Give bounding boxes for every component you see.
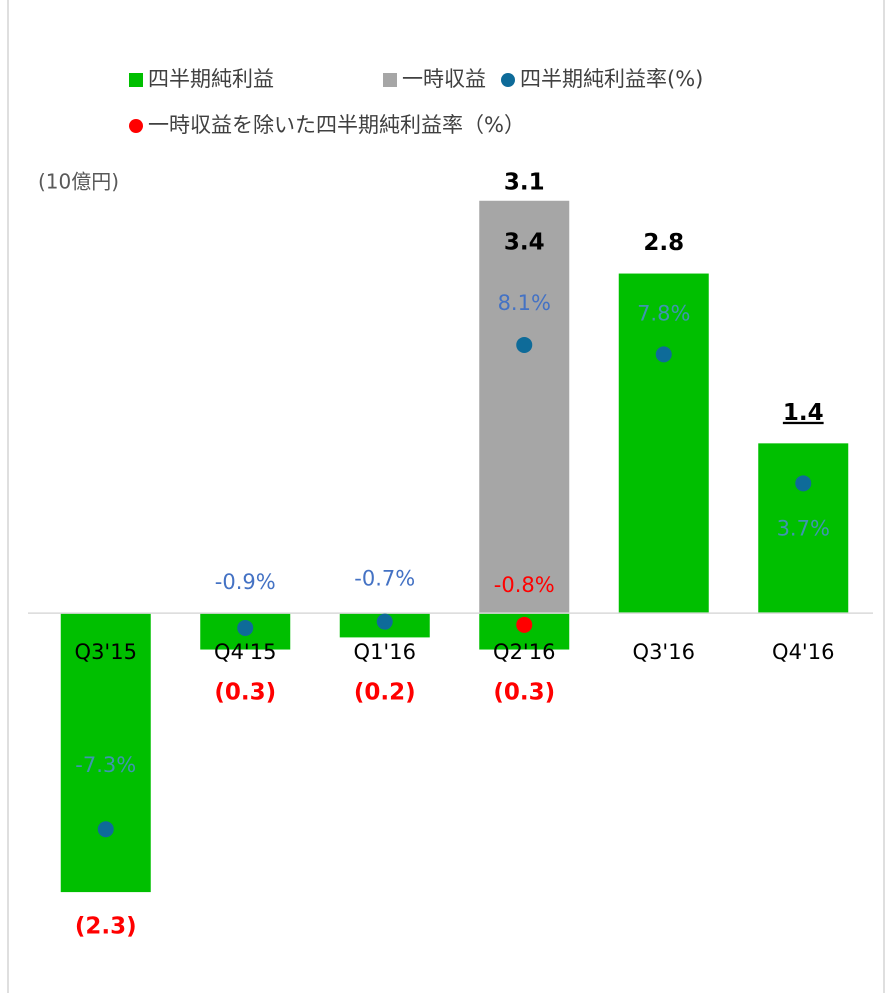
value-label: 2.8: [643, 230, 684, 256]
x-tick-label: Q1'16: [354, 640, 416, 664]
x-tick-label: Q2'16: [493, 640, 555, 664]
rate-label: -0.9%: [215, 570, 276, 594]
rate-dot: [97, 821, 114, 838]
legend-label: 四半期純利益: [148, 67, 274, 91]
bar: [479, 200, 570, 614]
rate-dot: [795, 475, 812, 492]
frame: [7, 0, 885, 993]
legend-swatch: [129, 119, 143, 133]
rate-label: 8.1%: [498, 291, 551, 315]
value-label: 1.4: [783, 400, 824, 426]
legend-swatch: [129, 73, 143, 87]
rate-dot: [516, 616, 533, 633]
annotation: 3.1: [504, 170, 545, 196]
rate-label: -0.8%: [494, 573, 555, 597]
x-tick-label: Q4'15: [214, 640, 276, 664]
rate-dot: [237, 619, 254, 636]
bar: [758, 443, 849, 614]
x-tick-label: Q3'16: [633, 640, 695, 664]
x-tick-label: Q3'15: [75, 640, 137, 664]
unit-label: (10億円): [38, 170, 119, 194]
bar: [60, 613, 151, 893]
legend-swatch: [383, 73, 397, 87]
rate-label: -7.3%: [75, 753, 136, 777]
rate-label: 3.7%: [777, 516, 830, 540]
bar: [618, 273, 709, 614]
x-tick-label: Q4'16: [772, 640, 834, 664]
legend-label: 一時収益を除いた四半期純利益率（%）: [148, 113, 525, 137]
legend-label: 一時収益: [402, 67, 486, 91]
value-label: (0.2): [354, 680, 416, 706]
legend-label: 四半期純利益率(%): [520, 67, 703, 91]
value-label: (2.3): [75, 914, 137, 940]
rate-dot: [655, 346, 672, 363]
value-label: (0.3): [214, 680, 276, 706]
legend-swatch: [501, 73, 515, 87]
rate-dot: [376, 613, 393, 630]
value-label: 3.4: [504, 229, 545, 255]
rate-dot: [516, 336, 533, 353]
rate-label: -0.7%: [354, 567, 415, 591]
value-label: (0.3): [493, 680, 555, 706]
rate-label: 7.8%: [637, 301, 690, 325]
